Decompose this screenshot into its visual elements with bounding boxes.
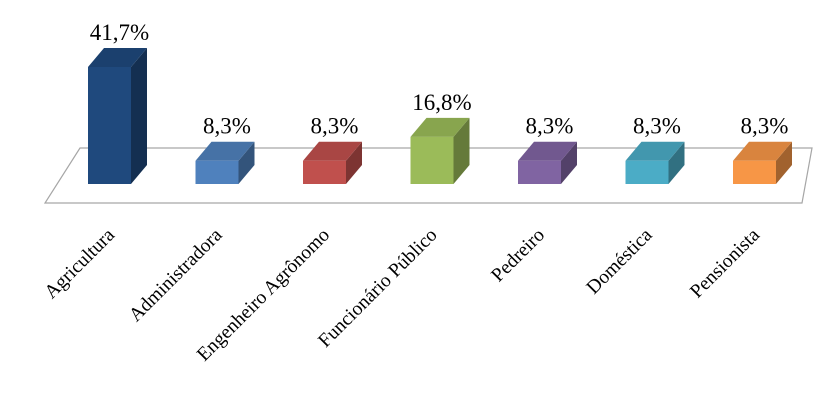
category-label-domestica: Doméstica xyxy=(583,224,657,298)
category-label-administradora: Administradora xyxy=(125,224,227,326)
bar-agricultura xyxy=(88,48,147,184)
bar-side xyxy=(561,141,577,184)
bar-pensionista xyxy=(733,141,792,184)
bar-side xyxy=(346,141,362,184)
bars-group xyxy=(88,48,792,184)
bar-top xyxy=(733,141,792,161)
category-label-funcionario-publico: Funcionário Público xyxy=(314,225,441,352)
bar-side xyxy=(776,141,792,184)
bar-side xyxy=(131,48,147,184)
category-label-pedreiro: Pedreiro xyxy=(487,225,549,287)
value-label-administradora: 8,3% xyxy=(203,114,251,139)
value-label-pedreiro: 8,3% xyxy=(526,114,574,139)
value-label-engenheiro-agronomo: 8,3% xyxy=(311,114,359,139)
bar-top xyxy=(195,141,255,161)
bar-front xyxy=(625,160,669,184)
bar-pedreiro xyxy=(518,141,577,184)
category-label-agricultura: Agricultura xyxy=(41,224,120,303)
bar-engenheiro-agronomo xyxy=(303,141,362,184)
bar-administradora xyxy=(195,141,255,184)
bar-top xyxy=(625,141,685,161)
value-label-agricultura: 41,7% xyxy=(90,20,149,45)
bar-front xyxy=(733,160,776,184)
value-label-funcionario-publico: 16,8% xyxy=(412,90,471,115)
category-label-pensionista: Pensionista xyxy=(686,224,764,302)
bar-top xyxy=(410,117,470,137)
bar-top xyxy=(303,141,362,161)
bar-front xyxy=(303,160,346,184)
bar-front xyxy=(518,160,561,184)
bar-front xyxy=(410,136,454,184)
bar-side xyxy=(238,141,255,184)
bar-top xyxy=(88,48,147,67)
value-label-domestica: 8,3% xyxy=(633,114,681,139)
bar-front xyxy=(88,67,131,184)
value-label-pensionista: 8,3% xyxy=(741,114,789,139)
bar-front xyxy=(195,160,239,184)
bar-top xyxy=(518,141,577,161)
bar-side xyxy=(668,141,685,184)
value-labels-group: 41,7% 8,3% 8,3% 16,8% 8,3% 8,3% 8,3% xyxy=(90,20,789,139)
bar-domestica xyxy=(625,141,685,184)
bar-funcionario-publico xyxy=(410,117,470,184)
bar-side xyxy=(453,117,470,184)
